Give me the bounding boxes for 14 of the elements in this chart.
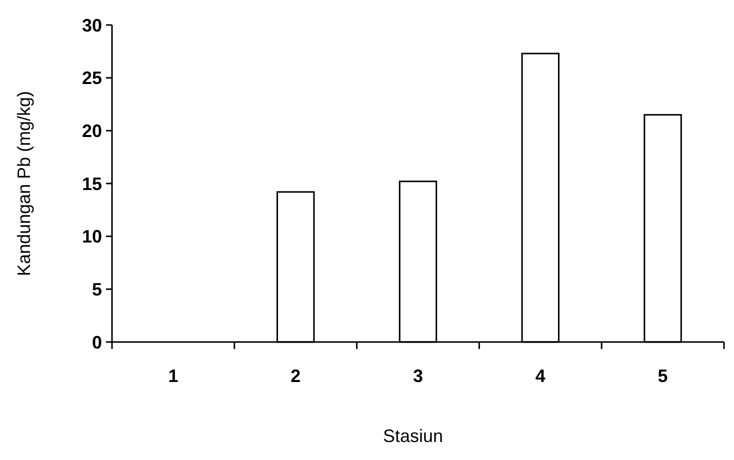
y-axis-title: Kandungan Pb (mg/kg) xyxy=(14,90,34,276)
x-axis-title: Stasiun xyxy=(382,426,444,446)
y-tick-label: 15 xyxy=(82,174,102,194)
y-tick-label: 20 xyxy=(82,120,102,141)
y-tick-label: 25 xyxy=(82,68,102,88)
y-tick-label: 0 xyxy=(92,332,102,352)
y-tick-label: 10 xyxy=(82,226,102,247)
x-tick-label: 5 xyxy=(658,366,668,386)
x-tick-label: 4 xyxy=(535,366,546,386)
y-tick-label: 5 xyxy=(92,279,102,300)
x-tick-label: 2 xyxy=(290,366,301,386)
y-tick-label: 30 xyxy=(82,15,102,36)
x-tick-label: 3 xyxy=(412,366,424,386)
x-tick-label: 1 xyxy=(168,366,178,386)
